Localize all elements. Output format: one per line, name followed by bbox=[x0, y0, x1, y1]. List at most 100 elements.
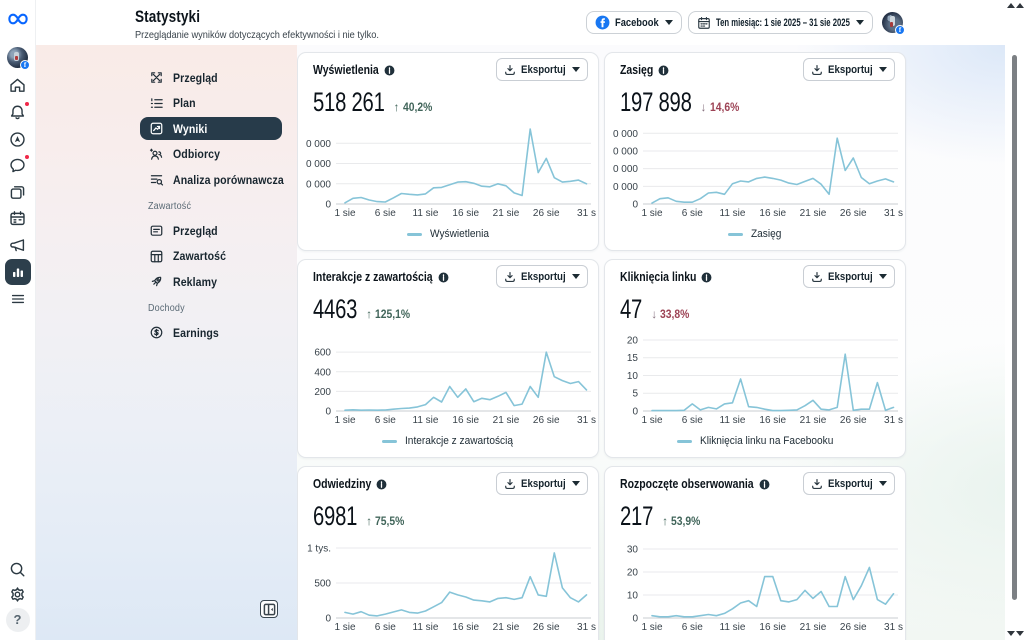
scroll-up-icon[interactable] bbox=[1007, 3, 1015, 8]
svg-text:21 sie: 21 sie bbox=[800, 622, 827, 633]
info-icon[interactable] bbox=[759, 479, 770, 490]
sidebar-item-label: Zawartość bbox=[173, 249, 227, 263]
export-button[interactable]: Eksportuj bbox=[803, 472, 895, 495]
header-title-block: Statystyki Przeglądanie wyników dotycząc… bbox=[135, 7, 379, 41]
info-icon[interactable] bbox=[701, 272, 712, 283]
metric-card-obserwowania: Rozpoczęte obserwowania Eksportuj 217 ↑ 5… bbox=[604, 466, 906, 640]
results-chart-icon bbox=[148, 121, 164, 137]
svg-text:0: 0 bbox=[325, 614, 331, 625]
scroll-up-icon[interactable] bbox=[1016, 3, 1024, 8]
sidebar-section-dochody: Dochody bbox=[148, 303, 185, 314]
info-icon[interactable] bbox=[384, 65, 395, 76]
sidebar-item-zawartosc[interactable]: Zawartość bbox=[140, 245, 282, 268]
svg-text:0: 0 bbox=[632, 200, 638, 211]
info-icon[interactable] bbox=[376, 479, 387, 490]
notifications-bell-icon[interactable] bbox=[4, 99, 32, 126]
profile-avatar[interactable]: f bbox=[882, 12, 905, 35]
export-label: Eksportuj bbox=[521, 270, 567, 283]
metric-row: 4463 ↑ 125,1% bbox=[313, 294, 410, 325]
card-title: Interakcje z zawartością bbox=[313, 270, 433, 284]
svg-text:5: 5 bbox=[632, 389, 638, 400]
content-overview-icon bbox=[148, 223, 164, 239]
settings-gear-icon[interactable] bbox=[4, 582, 32, 607]
sidebar-item-wyniki[interactable]: Wyniki bbox=[140, 117, 282, 140]
metric-card-odwiedziny: Odwiedziny Eksportuj 6981 ↑ 75,5% 0 500 1 t… bbox=[297, 466, 599, 640]
business-avatar[interactable]: f bbox=[4, 46, 32, 73]
svg-text:0 000: 0 000 bbox=[306, 139, 331, 150]
chevron-down-icon bbox=[856, 20, 864, 25]
legend-label: Zasięg bbox=[751, 228, 782, 240]
inbox-chat-icon[interactable] bbox=[4, 152, 32, 179]
home-icon[interactable] bbox=[4, 73, 32, 100]
metric-value: 197 898 bbox=[620, 87, 692, 117]
meta-logo-icon[interactable] bbox=[6, 12, 30, 26]
avatar: f bbox=[7, 47, 30, 71]
more-tools-icon[interactable] bbox=[4, 285, 32, 312]
sidebar-item-analiza-porownawcza[interactable]: Analiza porównawcza bbox=[140, 168, 284, 191]
sidebar-item-earnings[interactable]: Earnings bbox=[140, 321, 282, 344]
page-subtitle: Przeglądanie wyników dotyczących efektyw… bbox=[135, 29, 379, 41]
svg-text:26 sie: 26 sie bbox=[840, 622, 867, 633]
svg-text:10: 10 bbox=[627, 590, 639, 601]
delta-arrow-icon: ↑ bbox=[366, 514, 373, 528]
scroll-down-icon[interactable] bbox=[1007, 631, 1015, 636]
metric-value: 6981 bbox=[313, 501, 358, 531]
svg-text:0 000: 0 000 bbox=[613, 164, 638, 175]
info-icon[interactable] bbox=[658, 65, 669, 76]
svg-text:6 sie: 6 sie bbox=[682, 208, 704, 219]
sidebar-item-przeglad-zawartosci[interactable]: Przegląd bbox=[140, 219, 282, 242]
legend-swatch bbox=[407, 232, 422, 236]
export-button[interactable]: Eksportuj bbox=[803, 58, 895, 81]
svg-text:6 sie: 6 sie bbox=[375, 622, 397, 633]
export-button[interactable]: Eksportuj bbox=[803, 265, 895, 288]
sidebar-item-reklamy[interactable]: Reklamy bbox=[140, 270, 282, 293]
download-icon bbox=[505, 271, 516, 282]
planner-calendar-icon[interactable] bbox=[4, 206, 32, 233]
sidebar-item-przeglad[interactable]: Przegląd bbox=[140, 66, 282, 89]
ads-megaphone-icon[interactable] bbox=[4, 232, 32, 259]
chevron-down-icon bbox=[879, 67, 887, 72]
download-icon bbox=[505, 478, 516, 489]
svg-text:1 sie: 1 sie bbox=[641, 208, 663, 219]
sidebar-item-label: Reklamy bbox=[173, 274, 218, 289]
svg-text:0 000: 0 000 bbox=[306, 159, 331, 170]
plan-list-icon bbox=[148, 95, 164, 111]
ads-manager-icon[interactable] bbox=[4, 126, 32, 153]
scrollbar-thumb[interactable] bbox=[1012, 55, 1017, 600]
source-selector-button[interactable]: Facebook bbox=[586, 11, 683, 34]
svg-text:16 sie: 16 sie bbox=[452, 415, 479, 426]
export-button[interactable]: Eksportuj bbox=[496, 58, 588, 81]
svg-text:16 sie: 16 sie bbox=[759, 622, 786, 633]
facebook-logo-icon bbox=[595, 15, 610, 30]
date-range-button[interactable]: Ten miesiąc: 1 sie 2025 – 31 sie 2025 bbox=[688, 11, 873, 34]
card-header: Odwiedziny bbox=[313, 477, 387, 491]
svg-text:11 sie: 11 sie bbox=[720, 622, 746, 633]
export-button[interactable]: Eksportuj bbox=[496, 472, 588, 495]
metric-delta: ↑ 53,9% bbox=[662, 514, 701, 528]
content-posts-icon[interactable] bbox=[4, 179, 32, 206]
svg-text:1 tys.: 1 tys. bbox=[307, 543, 331, 554]
insights-active-bg bbox=[4, 259, 31, 286]
svg-text:16 sie: 16 sie bbox=[759, 415, 786, 426]
svg-text:1 sie: 1 sie bbox=[334, 208, 356, 219]
help-icon[interactable]: ? bbox=[4, 607, 32, 632]
sidebar-item-label: Przegląd bbox=[173, 223, 218, 238]
sidebar-item-odbiorcy[interactable]: Odbiorcy bbox=[140, 143, 282, 166]
svg-text:6 sie: 6 sie bbox=[375, 208, 397, 219]
svg-text:21 sie: 21 sie bbox=[493, 622, 520, 633]
search-icon[interactable] bbox=[4, 557, 32, 582]
facebook-badge-icon: f bbox=[20, 60, 30, 71]
chevron-down-icon bbox=[665, 20, 674, 25]
scroll-down-icon[interactable] bbox=[1016, 631, 1024, 636]
svg-text:0: 0 bbox=[325, 407, 331, 418]
sidebar-item-plan[interactable]: Plan bbox=[140, 92, 282, 115]
svg-text:21 sie: 21 sie bbox=[493, 415, 520, 426]
card-title: Zasięg bbox=[620, 63, 654, 77]
collapse-sidebar-button[interactable] bbox=[260, 600, 278, 618]
svg-text:0 000: 0 000 bbox=[306, 179, 331, 190]
export-button[interactable]: Eksportuj bbox=[496, 265, 588, 288]
insights-active-icon[interactable] bbox=[4, 259, 32, 286]
info-icon[interactable] bbox=[438, 272, 449, 283]
delta-arrow-icon: ↑ bbox=[662, 514, 669, 528]
svg-text:21 sie: 21 sie bbox=[800, 415, 827, 426]
